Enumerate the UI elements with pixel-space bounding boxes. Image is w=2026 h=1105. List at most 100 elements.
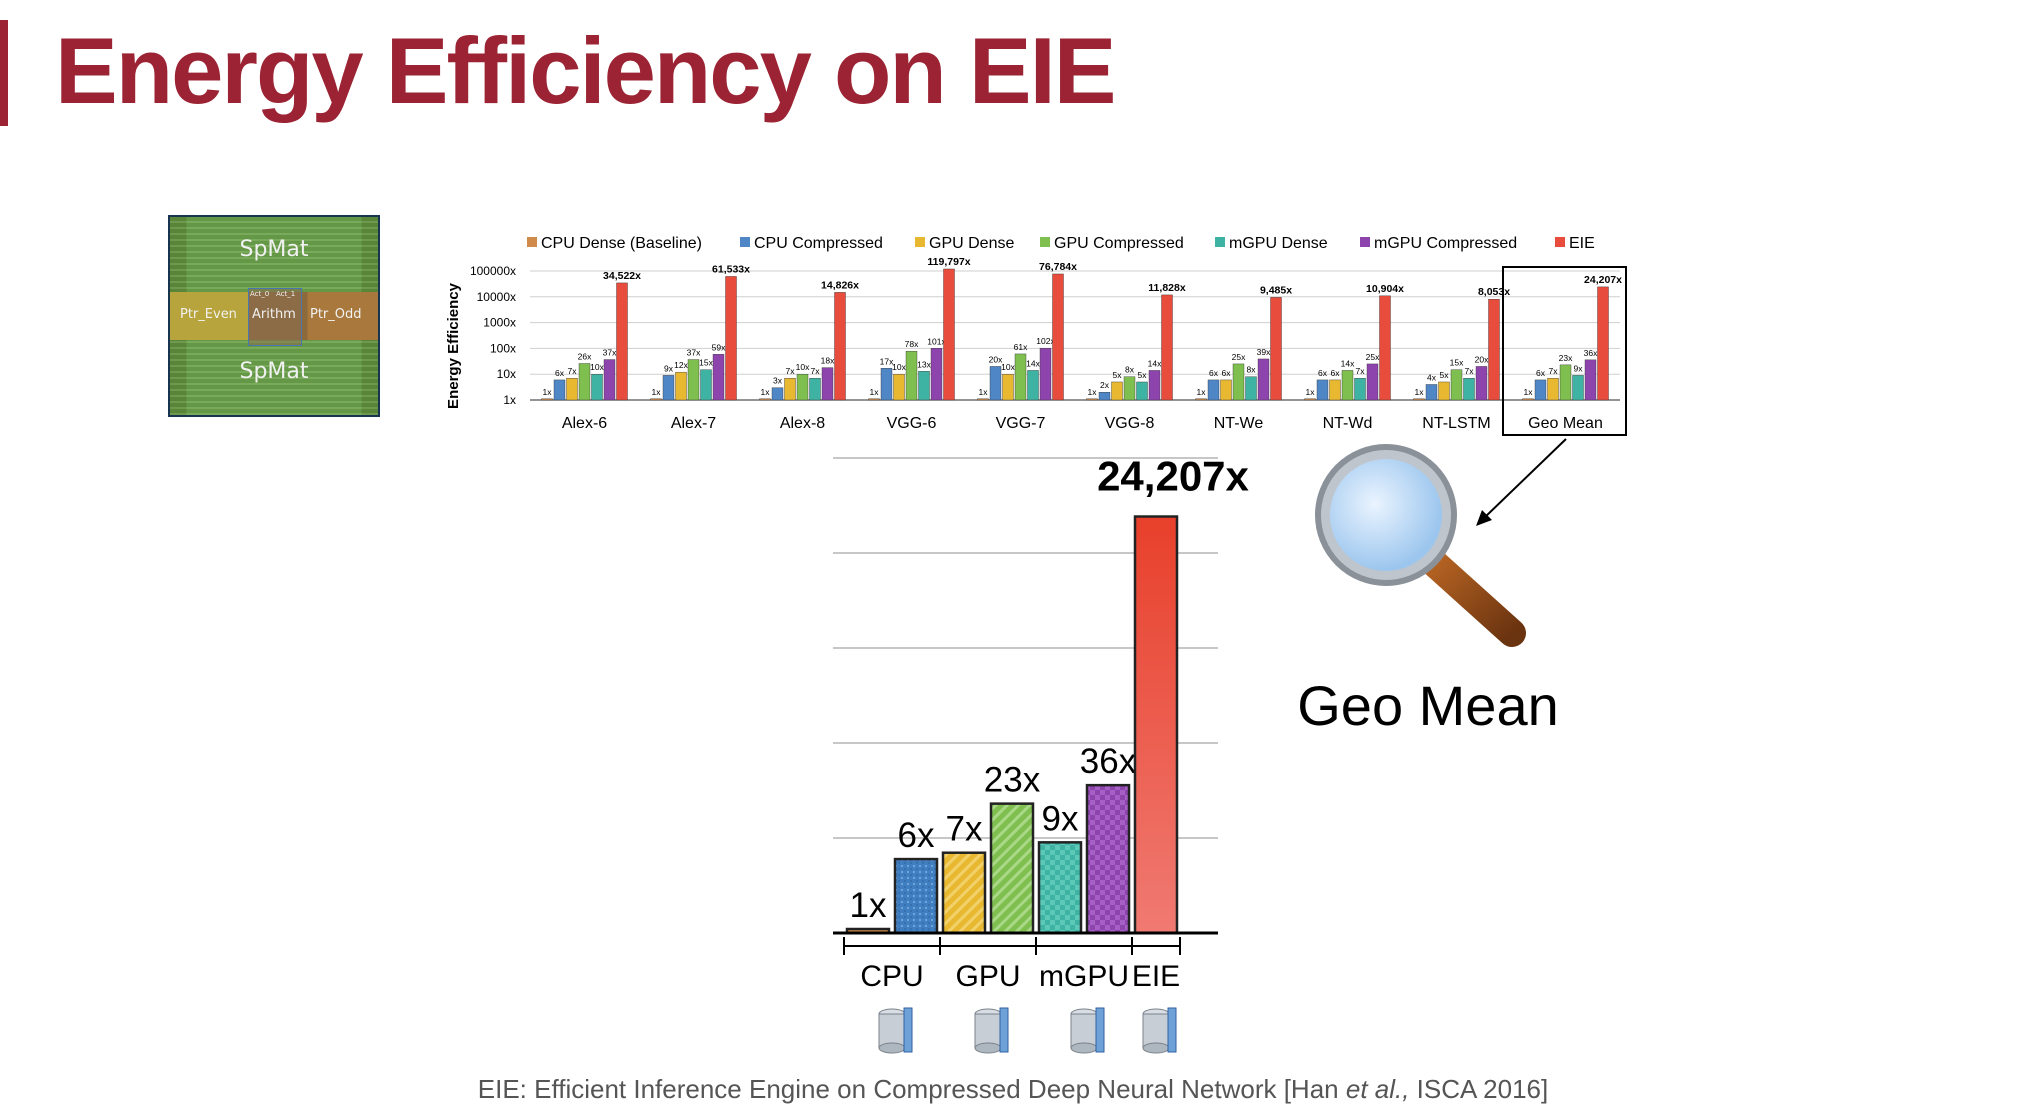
- bar: [541, 398, 553, 401]
- citation-prefix: EIE: Efficient Inference Engine on Compr…: [477, 1074, 1346, 1104]
- bar: [1014, 353, 1027, 401]
- bar: [1195, 398, 1207, 401]
- bar: [1379, 295, 1391, 401]
- bar: [578, 363, 591, 401]
- bar: [1037, 841, 1083, 935]
- legend-swatch: [915, 237, 925, 247]
- bar: [687, 359, 700, 401]
- data-label: 14,826x: [821, 279, 859, 291]
- bar: [1245, 376, 1257, 401]
- category-label: VGG-6: [887, 415, 937, 432]
- zoom-label: Geo Mean: [1297, 674, 1559, 737]
- data-label: 6x: [898, 816, 935, 855]
- data-label: 4x: [1427, 372, 1437, 382]
- chip-label-spmat-bottom: SpMat: [239, 359, 309, 384]
- data-label: 101x: [927, 336, 946, 346]
- data-label: 6x: [1536, 368, 1546, 378]
- chip-label-spmat-top: SpMat: [239, 237, 309, 262]
- magnifier-icon: [1315, 444, 1526, 647]
- bar: [1270, 297, 1282, 401]
- data-label: 1x: [850, 886, 887, 925]
- data-label: 15x: [1450, 358, 1464, 368]
- bar: [1161, 294, 1173, 401]
- bar: [893, 857, 939, 935]
- bar: [1085, 783, 1131, 935]
- top-chart: 1x 10x 100x 1000x 10000x 100000x Energy Effici…: [445, 235, 1627, 436]
- data-label: 7x: [1356, 366, 1366, 376]
- legend-label: CPU Dense (Baseline): [541, 235, 702, 252]
- bar: [834, 292, 846, 401]
- data-label: 6x: [1331, 368, 1341, 378]
- bar: [1123, 376, 1136, 401]
- slide-title: Energy Efficiency on EIE: [55, 18, 1116, 123]
- bar: [1098, 392, 1111, 401]
- data-label: 5x: [1440, 370, 1450, 380]
- data-label: 9x: [1574, 363, 1584, 373]
- data-label: 17x: [880, 356, 894, 366]
- chip-label-ptr-even: Ptr_Even: [180, 307, 237, 322]
- y-tick-label: 1000x: [483, 316, 516, 330]
- bar: [1136, 381, 1148, 401]
- bar: [1207, 379, 1220, 401]
- chip-label-act0: Act_0: [250, 290, 270, 298]
- bar: [675, 371, 687, 401]
- legend-swatch: [527, 237, 537, 247]
- bar: [918, 371, 930, 401]
- bar: [1039, 347, 1052, 401]
- data-label: 1x: [870, 387, 880, 397]
- data-label: 1x: [543, 387, 553, 397]
- bar: [796, 374, 809, 401]
- bar: [725, 276, 737, 401]
- data-label: 78x: [905, 339, 919, 349]
- data-label: 10,904x: [1366, 283, 1404, 295]
- data-label: 7x: [811, 366, 821, 376]
- data-label: 39x: [1257, 347, 1271, 357]
- callout-arrow-line: [1482, 438, 1567, 520]
- bar: [1329, 379, 1341, 401]
- data-label: 10x: [796, 362, 810, 372]
- bar: [989, 802, 1035, 935]
- data-label: 1x: [652, 387, 662, 397]
- data-label: 1x: [1088, 387, 1098, 397]
- chip-label-act1: Act_1: [276, 290, 296, 298]
- data-label: 1x: [761, 387, 771, 397]
- legend-swatch: [1360, 237, 1370, 247]
- database-icon-body: [878, 1013, 906, 1049]
- data-label: 26x: [578, 351, 592, 361]
- database-icon-base: [1070, 1042, 1098, 1054]
- geo-mean-highlight-box: [1502, 266, 1627, 436]
- citation-italic: et al.,: [1345, 1074, 1410, 1104]
- data-label: 20x: [989, 354, 1003, 364]
- y-tick-label: 1x: [503, 393, 516, 407]
- data-label: 61,533x: [712, 263, 750, 275]
- bar: [930, 348, 943, 401]
- data-label: 7x: [1549, 366, 1559, 376]
- data-label: 6x: [1318, 368, 1328, 378]
- data-label: 9x: [664, 363, 674, 373]
- data-label: 37x: [687, 348, 701, 358]
- bar: [566, 377, 578, 401]
- bar: [1559, 364, 1572, 401]
- bar: [1027, 370, 1039, 401]
- bar: [1148, 370, 1161, 401]
- data-label: 12x: [674, 360, 688, 370]
- data-label: 8,053x: [1478, 286, 1510, 298]
- data-label: 37x: [603, 348, 617, 358]
- bar: [1341, 370, 1354, 401]
- data-label: 5x: [1113, 370, 1123, 380]
- bar: [1002, 374, 1014, 401]
- bar: [905, 350, 918, 401]
- bar: [1488, 299, 1500, 401]
- data-label: 36x: [1584, 348, 1598, 358]
- data-label: 61x: [1014, 342, 1028, 352]
- zipper-icon: [1095, 1007, 1105, 1053]
- bar: [1534, 379, 1547, 401]
- bar: [868, 398, 880, 401]
- data-label: 24,207x: [1584, 274, 1622, 286]
- data-label: 25x: [1232, 352, 1246, 362]
- bar: [1052, 273, 1064, 401]
- group-label: mGPU: [1039, 960, 1129, 993]
- group-label: CPU: [860, 960, 923, 993]
- data-label: 23x: [1559, 353, 1573, 363]
